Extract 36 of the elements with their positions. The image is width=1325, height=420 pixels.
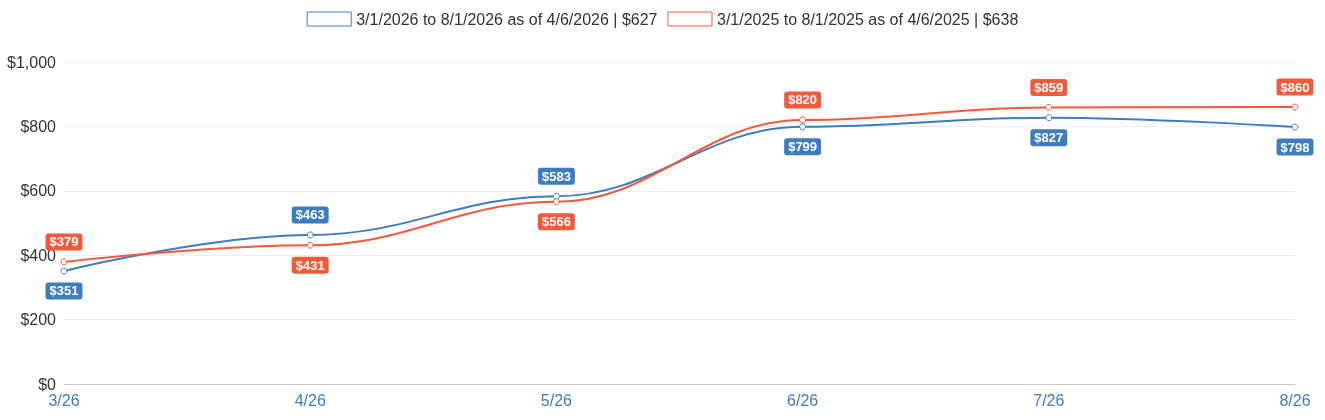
y-tick-label: $0 [38, 375, 57, 393]
y-tick-label: $1,000 [7, 53, 57, 71]
x-tick-label: 8/26 [1279, 391, 1311, 409]
data-label: $799 [788, 139, 818, 155]
y-tick-label: $800 [20, 117, 57, 135]
data-label: $820 [788, 92, 818, 108]
data-label: $827 [1034, 130, 1064, 146]
data-label: $463 [295, 207, 325, 223]
x-tick-label: 4/26 [294, 391, 326, 409]
legend-label: 3/1/2025 to 8/1/2025 as of 4/6/2025 | $638 [717, 10, 1019, 28]
x-tick-label: 6/26 [787, 391, 819, 409]
data-label: $566 [541, 214, 571, 230]
data-label: $859 [1034, 79, 1064, 95]
point [306, 241, 314, 249]
point [552, 192, 560, 200]
data-label: $860 [1280, 79, 1310, 95]
point [799, 123, 807, 131]
point [306, 231, 314, 239]
data-label: $351 [49, 283, 79, 299]
point [1045, 114, 1053, 122]
legend-label: 3/1/2026 to 8/1/2026 as of 4/6/2026 | $627 [356, 10, 658, 28]
point [552, 198, 560, 206]
point [60, 267, 68, 275]
point [60, 258, 68, 266]
x-tick-label: 7/26 [1033, 391, 1065, 409]
point [1291, 123, 1299, 131]
data-label: $431 [295, 257, 325, 273]
data-label: $583 [541, 168, 571, 184]
y-tick-label: $200 [20, 311, 57, 329]
x-tick-label: 3/26 [48, 391, 80, 409]
x-tick-label: 5/26 [540, 391, 573, 409]
data-label: $798 [1280, 139, 1310, 155]
y-tick-label: $600 [20, 182, 57, 200]
point [799, 116, 807, 124]
point [1291, 103, 1299, 111]
point [1045, 103, 1053, 111]
